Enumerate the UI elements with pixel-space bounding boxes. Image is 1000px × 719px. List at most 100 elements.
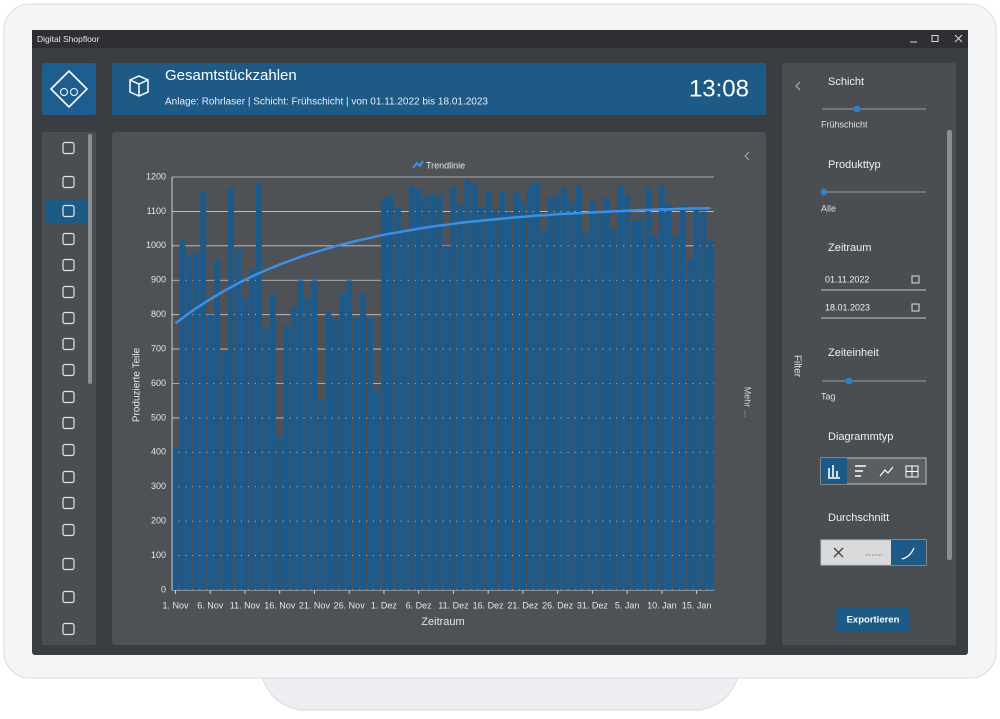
- bar: [665, 204, 672, 591]
- bar: [700, 211, 707, 590]
- bar: [450, 187, 457, 590]
- nav-item[interactable]: [62, 416, 75, 430]
- bar: [596, 211, 603, 590]
- bar: [415, 189, 422, 590]
- export-button[interactable]: [836, 608, 910, 631]
- bar: [387, 195, 394, 590]
- y-tick-label: 900: [151, 275, 166, 285]
- slider-knob[interactable]: [845, 377, 853, 385]
- bar: [443, 245, 450, 591]
- bar: [304, 297, 311, 590]
- bar: [568, 201, 575, 590]
- filter-panel: [782, 63, 956, 645]
- bar: [554, 194, 561, 591]
- nav-item[interactable]: [62, 285, 75, 299]
- nav-item[interactable]: [62, 141, 75, 155]
- bar: [457, 204, 464, 591]
- x-tick-label: 31. Dez: [577, 600, 609, 610]
- nav-item[interactable]: [62, 363, 75, 377]
- logo-icon: [70, 88, 78, 96]
- filter-tab[interactable]: Filter: [791, 355, 802, 378]
- y-tick-label: 800: [151, 309, 166, 319]
- chart-type-hbar[interactable]: [855, 465, 866, 477]
- bar: [242, 297, 248, 590]
- bar: [172, 448, 179, 590]
- x-axis-title: Zeitraum: [421, 616, 464, 628]
- header-title: Gesamtstückzahlen: [165, 67, 297, 84]
- nav-item[interactable]: [62, 337, 75, 351]
- bar: [374, 390, 380, 590]
- chart-collapse[interactable]: [744, 151, 750, 161]
- filter-scrollbar[interactable]: [947, 130, 952, 560]
- average-none[interactable]: [833, 547, 844, 558]
- bar: [276, 435, 283, 590]
- nav-item[interactable]: [62, 443, 75, 457]
- bar: [214, 259, 221, 590]
- filter-value: Frühschicht: [821, 119, 868, 129]
- calendar-icon[interactable]: [911, 275, 920, 284]
- bar: [513, 192, 519, 591]
- nav-item[interactable]: [62, 590, 75, 604]
- bar: [283, 324, 290, 590]
- filter-label: Zeitraum: [828, 242, 871, 254]
- legend-label[interactable]: Trendlinie: [426, 160, 465, 170]
- close-button[interactable]: [954, 34, 963, 43]
- bar: [381, 197, 387, 590]
- bar: [471, 183, 478, 590]
- x-tick-label: 11. Nov: [230, 600, 261, 610]
- nav-item[interactable]: [62, 311, 75, 325]
- y-tick-label: 0: [161, 584, 166, 594]
- slider-knob[interactable]: [853, 105, 861, 113]
- bar: [248, 269, 255, 590]
- bar: [610, 228, 617, 590]
- bar: [436, 195, 443, 590]
- bar: [269, 294, 276, 590]
- nav-scrollbar[interactable]: [88, 134, 92, 384]
- nav-item[interactable]: [62, 232, 75, 246]
- bar: [353, 318, 360, 590]
- more-tab[interactable]: Mehr ...: [743, 387, 753, 418]
- x-tick-label: 11. Dez: [438, 600, 469, 610]
- nav-item[interactable]: [62, 496, 75, 510]
- icon: [901, 547, 915, 560]
- bar: [617, 185, 624, 590]
- slider-knob[interactable]: [820, 188, 828, 196]
- icon: [828, 465, 840, 479]
- bar: [401, 228, 408, 590]
- x-tick-label: 5. Jan: [615, 600, 640, 610]
- y-tick-label: 100: [151, 550, 166, 560]
- nav-item[interactable]: [62, 470, 75, 484]
- bar: [478, 207, 485, 590]
- date-input[interactable]: 18.01.2023: [825, 302, 870, 312]
- nav-item[interactable]: [62, 622, 75, 636]
- date-input[interactable]: 01.11.2022: [825, 274, 869, 284]
- nav-item[interactable]: [62, 523, 75, 537]
- nav-item[interactable]: [62, 204, 75, 218]
- average-trend[interactable]: [891, 540, 926, 565]
- bar: [193, 252, 200, 590]
- maximize-button[interactable]: [931, 35, 939, 42]
- bar: [325, 311, 332, 590]
- nav-item[interactable]: [62, 557, 75, 571]
- chart-type-line[interactable]: [879, 466, 894, 477]
- filter-label: Durchschnitt: [828, 512, 889, 524]
- bar: [631, 221, 638, 590]
- bar: [672, 235, 679, 590]
- monitor-stand: [261, 675, 739, 711]
- x-tick-label: 1. Nov: [162, 600, 189, 610]
- nav-item[interactable]: [62, 175, 75, 189]
- nav-item[interactable]: [62, 258, 75, 272]
- bar: [332, 319, 339, 590]
- calendar-icon[interactable]: [911, 303, 920, 312]
- nav-item[interactable]: [62, 390, 75, 404]
- bar: [686, 259, 693, 590]
- chart-type-table[interactable]: [905, 465, 919, 478]
- x-tick-label: 6. Dez: [406, 600, 433, 610]
- x-tick-label: 16. Dez: [473, 600, 505, 610]
- bar: [311, 280, 318, 590]
- logo[interactable]: [42, 63, 96, 115]
- bar: [533, 182, 540, 590]
- chart-type-bar[interactable]: [821, 458, 847, 484]
- filter-collapse[interactable]: [795, 81, 801, 91]
